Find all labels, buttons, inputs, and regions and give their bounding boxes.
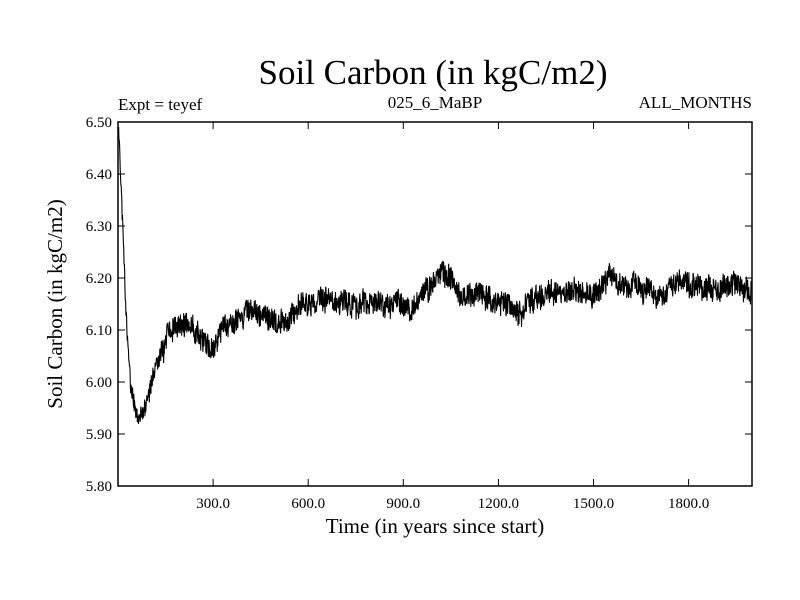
y-axis: 5.80 5.90 6.00 6.10 6.20 6.30 6.40 6.50 xyxy=(86,115,752,495)
x-tick-label: 300.0 xyxy=(196,496,230,512)
period-label: 025_6_MaBP xyxy=(388,93,482,112)
y-tick-label: 6.10 xyxy=(86,323,112,339)
y-tick-label: 6.50 xyxy=(86,115,112,131)
y-tick-label: 6.30 xyxy=(86,219,112,235)
y-tick-label: 6.40 xyxy=(86,167,112,183)
x-axis: 300.0 600.0 900.0 1200.0 1500.0 1800.0 xyxy=(196,122,709,512)
chart-title: Soil Carbon (in kgC/m2) xyxy=(258,53,607,92)
x-tick-label: 900.0 xyxy=(386,496,420,512)
y-tick-label: 6.20 xyxy=(86,271,112,287)
x-tick-label: 600.0 xyxy=(291,496,325,512)
plot-frame xyxy=(117,121,753,487)
y-axis-label: Soil Carbon (in kgC/m2) xyxy=(43,199,67,408)
soil-carbon-series-line xyxy=(117,126,753,424)
x-tick-label: 1800.0 xyxy=(668,496,709,512)
x-tick-label: 1500.0 xyxy=(573,496,614,512)
y-tick-label: 6.00 xyxy=(86,375,112,391)
experiment-label: Expt = teyef xyxy=(118,95,203,114)
data-series-group xyxy=(117,126,753,424)
x-axis-label: Time (in years since start) xyxy=(326,514,545,538)
x-tick-label: 1200.0 xyxy=(478,496,519,512)
y-tick-label: 5.80 xyxy=(86,479,112,495)
y-tick-label: 5.90 xyxy=(86,427,112,443)
months-label: ALL_MONTHS xyxy=(639,93,752,112)
